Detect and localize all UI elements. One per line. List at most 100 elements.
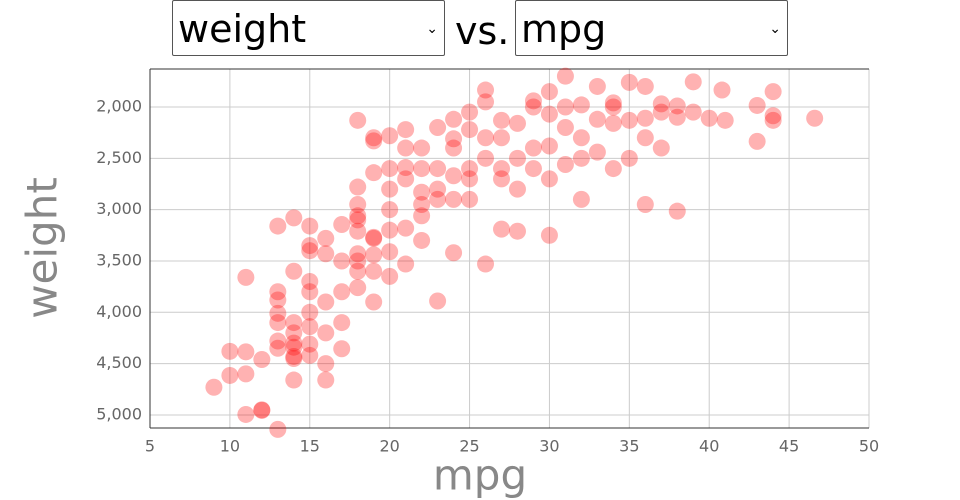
y-dropdown[interactable]: weight ⌄ [172, 0, 445, 56]
point [493, 170, 511, 188]
point [461, 121, 479, 139]
point [604, 94, 622, 112]
point [205, 378, 223, 396]
x-dropdown[interactable]: mpg ⌄ [515, 0, 788, 56]
point [237, 365, 255, 383]
point [806, 109, 824, 127]
point [365, 293, 383, 311]
point [652, 95, 670, 113]
point [301, 237, 319, 255]
point [556, 155, 574, 173]
point [493, 129, 511, 147]
point [556, 98, 574, 116]
point [524, 92, 542, 110]
point [269, 332, 287, 350]
point [477, 149, 495, 167]
point [269, 217, 287, 235]
point [445, 244, 463, 262]
point [588, 143, 606, 161]
point [333, 314, 351, 332]
point [333, 340, 351, 358]
point [508, 114, 526, 132]
point [524, 98, 542, 116]
point [668, 202, 686, 220]
point [429, 119, 447, 137]
x-tick-label: 30 [539, 437, 559, 456]
point [477, 93, 495, 111]
point [397, 139, 415, 157]
y-tick-label: 4,000 [96, 302, 142, 321]
y-tick-label: 3,000 [96, 199, 142, 218]
point [285, 262, 303, 280]
y-dropdown-value: weight [178, 7, 307, 51]
point [713, 81, 731, 99]
point [381, 243, 399, 261]
point [349, 279, 367, 297]
point [493, 111, 511, 129]
y-tick-label: 4,500 [96, 353, 142, 372]
point [445, 167, 463, 185]
point [285, 209, 303, 227]
point [365, 228, 383, 246]
x-tick-label: 40 [699, 437, 719, 456]
point [381, 180, 399, 198]
point [636, 109, 654, 127]
point [317, 229, 335, 247]
point [572, 129, 590, 147]
point [429, 180, 447, 198]
point [540, 137, 558, 155]
point [253, 351, 271, 369]
x-tick-label: 50 [859, 437, 879, 456]
x-tick-label: 5 [145, 437, 155, 456]
point [381, 267, 399, 285]
point [301, 283, 319, 301]
point [508, 222, 526, 240]
point [285, 349, 303, 367]
point [301, 335, 319, 353]
point [317, 371, 335, 389]
point [764, 111, 782, 129]
y-tick-label: 5,000 [96, 404, 142, 423]
point [397, 159, 415, 177]
point [269, 283, 287, 301]
point [317, 355, 335, 373]
point [461, 103, 479, 121]
point [700, 109, 718, 127]
point [365, 132, 383, 150]
point [381, 201, 399, 219]
point [285, 334, 303, 352]
point [477, 255, 495, 273]
x-tick-label: 25 [459, 437, 479, 456]
point [269, 420, 287, 438]
point [668, 108, 686, 126]
point [381, 127, 399, 145]
point [301, 346, 319, 364]
point [221, 366, 239, 384]
point [349, 252, 367, 270]
point [477, 129, 495, 147]
point [301, 217, 319, 235]
point [668, 97, 686, 115]
point [365, 229, 383, 247]
y-tick-label: 3,500 [96, 250, 142, 269]
point [620, 73, 638, 91]
y-axis-title: weight [18, 177, 67, 319]
point [301, 303, 319, 321]
point [301, 242, 319, 260]
point [333, 283, 351, 301]
point [493, 220, 511, 238]
point [365, 262, 383, 280]
point [493, 160, 511, 178]
point [477, 81, 495, 99]
point [365, 129, 383, 147]
point [445, 139, 463, 157]
point [269, 339, 287, 357]
point [429, 160, 447, 178]
point [461, 170, 479, 188]
point [748, 96, 766, 114]
point [285, 324, 303, 342]
x-tick-label: 35 [619, 437, 639, 456]
point [381, 221, 399, 239]
point [253, 401, 271, 419]
